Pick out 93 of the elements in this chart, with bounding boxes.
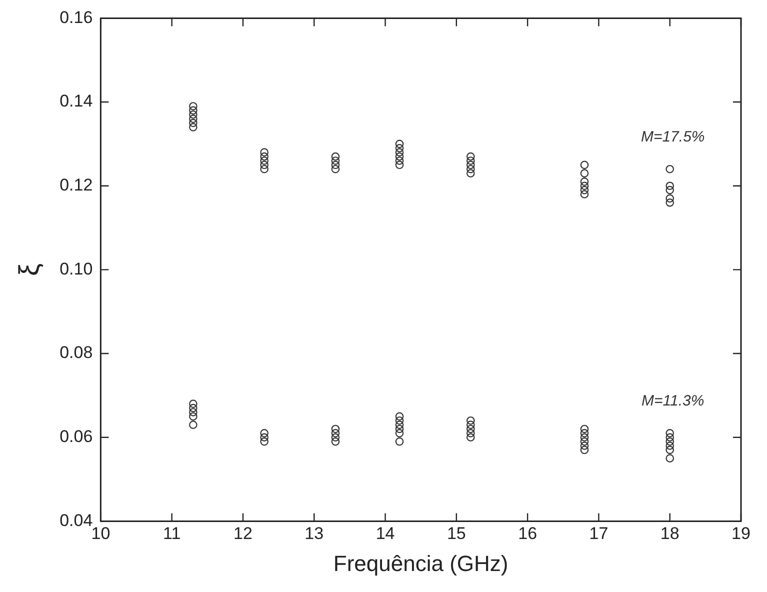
x-tick-label: 10	[91, 524, 110, 544]
point	[395, 156, 404, 165]
annotation: M=11.3%	[642, 392, 704, 410]
point	[331, 156, 340, 165]
point	[580, 190, 589, 198]
point	[580, 169, 589, 178]
y-tick-label: 0.10	[60, 259, 93, 278]
point	[466, 164, 475, 174]
point	[666, 437, 674, 446]
point	[666, 186, 674, 194]
point	[580, 442, 589, 450]
point	[666, 433, 674, 442]
y-tick-label: 0.06	[60, 427, 93, 446]
point	[331, 437, 340, 446]
point	[466, 433, 475, 442]
x-tick-label: 18	[660, 524, 680, 544]
point	[331, 433, 340, 442]
y-tick-label: 0.14	[60, 92, 93, 111]
point	[189, 118, 198, 128]
y-tick-label: 0.08	[60, 343, 93, 362]
x-tick-label: 11	[163, 524, 181, 544]
point	[331, 164, 340, 174]
point	[395, 412, 404, 421]
point	[189, 114, 198, 123]
point	[260, 152, 268, 161]
point	[260, 429, 268, 438]
point	[395, 420, 404, 429]
point	[395, 160, 404, 170]
point	[466, 156, 475, 165]
point	[580, 182, 589, 190]
y-axis-title: ξ	[14, 263, 45, 276]
y-tick-label: 0.04	[60, 510, 93, 530]
x-tick-label: 15	[446, 524, 466, 544]
x-tick-label: 13	[304, 524, 324, 544]
point	[466, 420, 475, 429]
y-tick-label: 0.16	[60, 8, 93, 27]
point	[189, 408, 198, 416]
point	[260, 148, 268, 156]
point	[666, 454, 674, 462]
point	[580, 437, 589, 446]
point	[260, 164, 268, 174]
point	[331, 160, 340, 170]
x-tick-label: 14	[376, 524, 395, 544]
point	[666, 429, 674, 438]
point	[395, 152, 404, 161]
point	[466, 152, 475, 161]
point	[331, 152, 340, 161]
point	[395, 424, 404, 434]
point	[260, 160, 268, 170]
point	[189, 123, 198, 132]
point	[466, 160, 475, 170]
y-tick-label: 0.12	[60, 176, 93, 195]
point	[395, 437, 404, 446]
point	[395, 416, 404, 425]
annotation: M=17.5%	[640, 128, 705, 146]
point	[580, 429, 589, 438]
point	[189, 110, 198, 119]
point	[189, 400, 198, 408]
point	[466, 169, 475, 178]
point	[466, 424, 475, 434]
point	[666, 446, 674, 454]
point	[580, 424, 589, 434]
point	[666, 164, 674, 174]
point	[666, 182, 674, 190]
point	[189, 404, 198, 412]
point	[395, 140, 404, 148]
x-tick-label: 19	[732, 524, 750, 544]
point	[189, 106, 198, 115]
point	[580, 178, 589, 186]
point	[580, 446, 589, 454]
point	[666, 198, 674, 207]
point	[260, 437, 268, 446]
point	[331, 429, 340, 438]
point	[466, 416, 475, 425]
point	[395, 148, 404, 156]
point	[466, 429, 475, 438]
x-axis-title: Frequência (GHz)	[333, 550, 508, 576]
point	[260, 433, 268, 442]
point	[666, 442, 674, 450]
point	[189, 420, 198, 429]
x-tick-label: 12	[234, 524, 252, 544]
point	[260, 156, 268, 165]
x-tick-label: 17	[589, 524, 608, 544]
point	[580, 160, 589, 170]
point	[189, 412, 198, 421]
point	[666, 194, 674, 203]
point	[331, 424, 340, 434]
point	[580, 433, 589, 442]
point	[395, 144, 404, 152]
point	[580, 186, 589, 194]
point	[395, 429, 404, 438]
point	[189, 102, 198, 110]
x-tick-label: 16	[518, 524, 538, 544]
